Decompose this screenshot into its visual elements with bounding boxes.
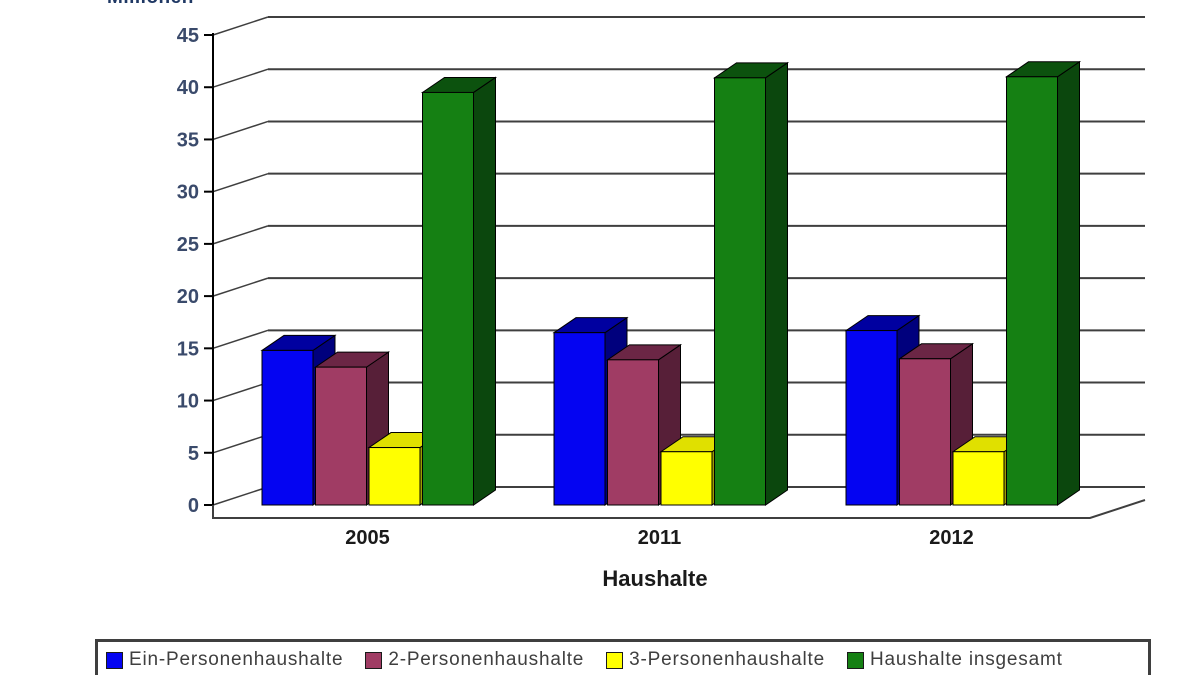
y-tick-label: 0 (188, 495, 199, 517)
legend-label: Haushalte insgesamt (870, 649, 1063, 670)
bar-front (315, 366, 367, 506)
bar-front (607, 359, 659, 506)
legend-label: 3-Personenhaushalte (629, 649, 826, 670)
bar-front (899, 358, 951, 506)
legend-item-4: Haushalte insgesamt (847, 649, 1063, 671)
y-tick-label: 40 (177, 77, 199, 99)
legend-item-2: 2-Personenhaushalte (365, 649, 584, 671)
bar-front (553, 332, 606, 506)
y-axis-unit-label: Millionen (107, 0, 194, 9)
gridline-connector (212, 16, 269, 36)
y-tick-label: 45 (177, 25, 199, 47)
gridline-connector (212, 329, 269, 350)
y-tick-label: 20 (177, 286, 199, 308)
bar-side (765, 61, 788, 506)
gridline-connector (212, 277, 269, 297)
legend-swatch (106, 651, 123, 669)
bar-front (1006, 76, 1058, 506)
y-tick-label: 30 (177, 182, 199, 204)
y-tick-label: 5 (188, 443, 199, 465)
legend-swatch (365, 651, 383, 669)
bar-front (660, 451, 713, 506)
legend-swatch (847, 651, 865, 669)
y-tick-label: 25 (177, 234, 199, 256)
gridline-connector (212, 434, 269, 454)
legend-item-3: 3-Personenhaushalte (606, 649, 825, 671)
legend: Ein-Personenhaushalte 2-Personenhaushalte… (95, 639, 1151, 675)
legend-label: 2-Personenhaushalte (388, 649, 585, 670)
gridline-connector (212, 225, 269, 245)
bar-front (952, 451, 1005, 506)
gridline-connector (212, 172, 269, 193)
gridline-connector (212, 120, 269, 141)
gridline-connector (212, 68, 269, 88)
bar-front (845, 330, 898, 506)
bar-front (422, 91, 474, 506)
bar-front (714, 77, 766, 506)
legend-swatch (606, 651, 624, 669)
floor-edge (212, 499, 1146, 519)
gridline-connector (212, 486, 269, 506)
x-category-label: 2005 (345, 527, 390, 549)
bar-side (473, 76, 496, 506)
x-category-label: 2012 (929, 527, 974, 549)
bar-side (1057, 60, 1080, 506)
legend-item-1: Ein-Personenhaushalte (106, 649, 343, 671)
legend-label: Ein-Personenhaushalte (129, 649, 344, 670)
chart-svg: 0 5 10 15 20 25 30 35 40 45 2005 2011 2012 Haushalte (177, 16, 1146, 591)
x-axis-title: Haushalte (602, 566, 707, 591)
y-tick-label: 35 (177, 129, 199, 151)
bar-front (261, 349, 314, 506)
bar-front (368, 447, 421, 506)
x-category-label: 2011 (638, 527, 681, 549)
gridline-connector (212, 381, 269, 402)
y-tick-label: 15 (177, 338, 199, 360)
y-tick-label: 10 (177, 391, 199, 413)
